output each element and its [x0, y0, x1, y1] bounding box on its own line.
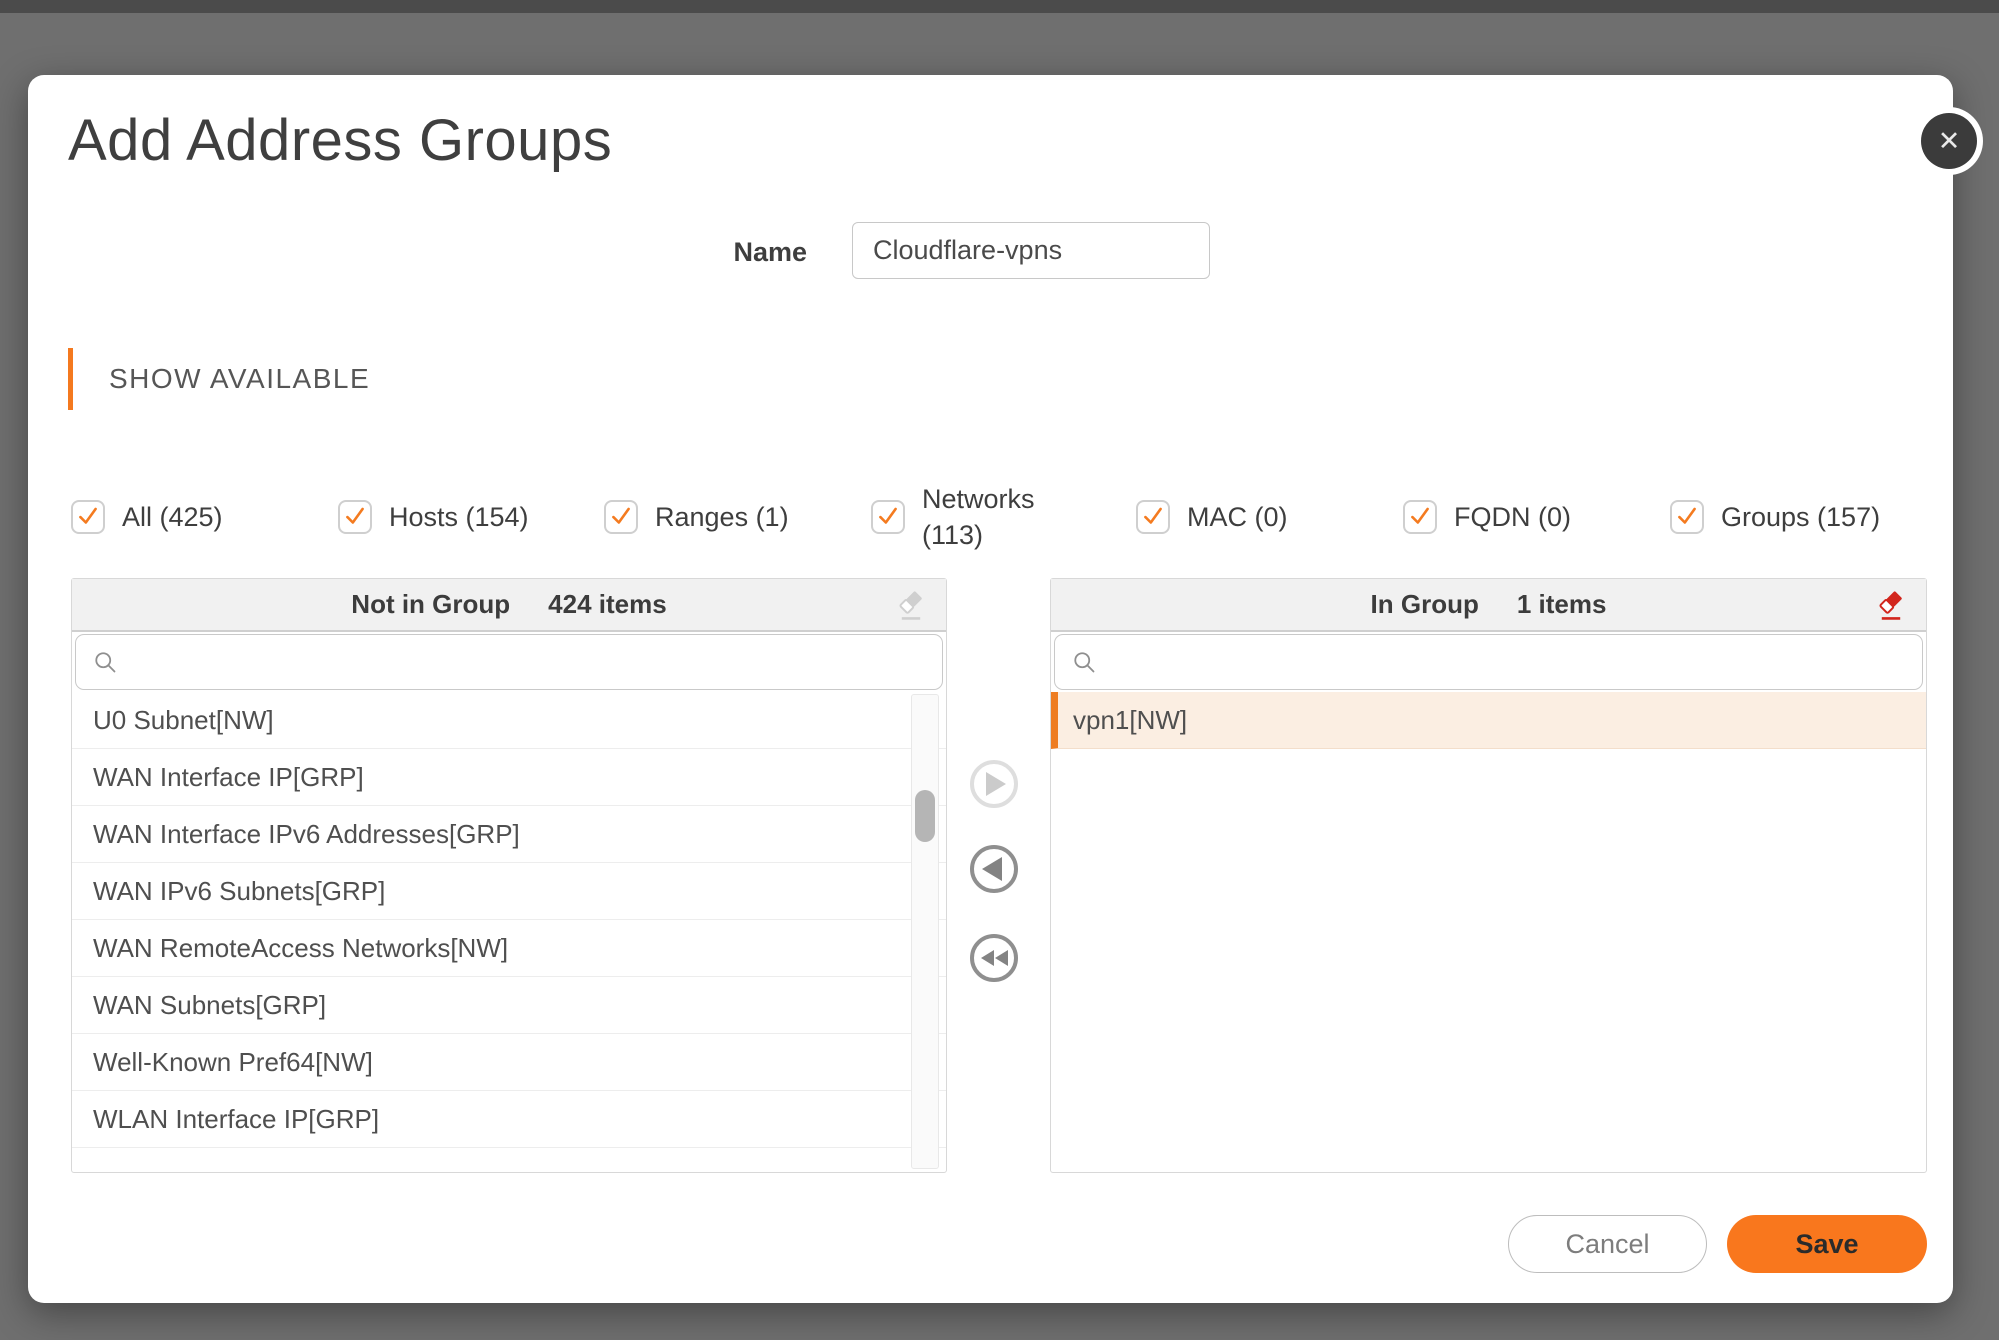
- list-item[interactable]: WAN IPv6 Subnets[GRP]: [72, 863, 946, 920]
- filter-mac[interactable]: MAC (0): [1136, 499, 1288, 535]
- panel-count: 424 items: [548, 589, 667, 619]
- checkbox-fqdn[interactable]: [1403, 500, 1437, 534]
- check-icon: [346, 507, 364, 524]
- section-label: SHOW AVAILABLE: [109, 363, 371, 394]
- filter-fqdn[interactable]: FQDN (0): [1403, 499, 1571, 535]
- check-icon: [1144, 507, 1162, 524]
- list-item[interactable]: U0 Subnet[NW]: [72, 692, 946, 749]
- in-group-panel: In Group 1 items: [1050, 578, 1927, 1173]
- check-icon: [612, 507, 630, 524]
- list-item[interactable]: WLAN Interface IP[GRP]: [72, 1091, 946, 1148]
- filter-ranges[interactable]: Ranges (1): [604, 499, 789, 535]
- name-input[interactable]: [852, 222, 1210, 279]
- top-strip: [0, 0, 1999, 13]
- close-button[interactable]: ✕: [1921, 113, 1977, 169]
- arrow-left-icon: [982, 857, 1002, 881]
- scrollbar[interactable]: [911, 694, 939, 1169]
- list-item[interactable]: Well-Known Pref64[NW]: [72, 1034, 946, 1091]
- checkbox-all[interactable]: [71, 500, 105, 534]
- checkbox-hosts[interactable]: [338, 500, 372, 534]
- filter-label: Ranges (1): [655, 502, 789, 532]
- checkbox-mac[interactable]: [1136, 500, 1170, 534]
- search-icon: [1074, 651, 1095, 672]
- search-icon: [95, 651, 116, 672]
- filter-all[interactable]: All (425): [71, 499, 223, 535]
- not-in-group-panel: Not in Group 424 items: [71, 578, 947, 1173]
- checkbox-groups[interactable]: [1670, 500, 1704, 534]
- check-icon: [79, 507, 97, 524]
- clear-group-icon[interactable]: [1874, 588, 1908, 622]
- checkbox-ranges[interactable]: [604, 500, 638, 534]
- filter-hosts[interactable]: Hosts (154): [338, 499, 529, 535]
- accent-bar: [68, 348, 73, 410]
- list-item[interactable]: WAN Subnets[GRP]: [72, 977, 946, 1034]
- panel-header: In Group 1 items: [1051, 579, 1926, 632]
- filter-label: FQDN (0): [1454, 502, 1571, 532]
- list-item[interactable]: WAN Interface IPv6 Addresses[GRP]: [72, 806, 946, 863]
- check-icon: [879, 507, 897, 524]
- check-icon: [1411, 507, 1429, 524]
- filter-groups[interactable]: Groups (157): [1670, 499, 1880, 535]
- name-label: Name: [733, 237, 807, 267]
- filter-label: Networks (113): [922, 484, 1035, 550]
- filter-label: Groups (157): [1721, 502, 1881, 532]
- filter-row: All (425) Hosts (154) Ranges (1) Network…: [28, 475, 1953, 559]
- close-icon: ✕: [1937, 125, 1961, 157]
- show-available-section: SHOW AVAILABLE: [68, 347, 370, 411]
- list-item-selected[interactable]: vpn1[NW]: [1051, 692, 1926, 749]
- filter-label: MAC (0): [1187, 502, 1288, 532]
- list-item[interactable]: WAN Interface IP[GRP]: [72, 749, 946, 806]
- move-left-button[interactable]: [970, 845, 1018, 893]
- search-box: [1054, 634, 1923, 690]
- move-right-button[interactable]: [970, 760, 1018, 808]
- double-arrow-left-icon: [995, 950, 1008, 966]
- search-input[interactable]: [129, 635, 926, 689]
- filter-label: Hosts (154): [389, 502, 529, 532]
- add-address-groups-dialog: Add Address Groups ✕ Name SHOW AVAILABLE…: [28, 75, 1977, 1303]
- in-group-list: vpn1[NW]: [1051, 692, 1926, 1173]
- filter-networks[interactable]: Networks (113): [871, 481, 1048, 553]
- dialog-title: Add Address Groups: [68, 108, 613, 173]
- double-arrow-left-icon: [981, 950, 994, 966]
- scrollbar-thumb[interactable]: [915, 790, 935, 842]
- panel-header: Not in Group 424 items: [72, 579, 946, 632]
- search-input[interactable]: [1108, 635, 1906, 689]
- not-in-group-list: U0 Subnet[NW] WAN Interface IP[GRP] WAN …: [72, 692, 946, 1173]
- list-item[interactable]: WAN RemoteAccess Networks[NW]: [72, 920, 946, 977]
- panel-title: Not in Group: [351, 589, 511, 619]
- filter-label: All (425): [122, 502, 223, 532]
- cancel-button[interactable]: Cancel: [1508, 1215, 1707, 1273]
- panel-title: In Group: [1370, 589, 1479, 619]
- clear-selection-icon[interactable]: [894, 588, 928, 622]
- move-all-left-button[interactable]: [970, 934, 1018, 982]
- arrow-right-icon: [986, 772, 1006, 796]
- panel-count: 1 items: [1516, 589, 1607, 619]
- checkbox-networks[interactable]: [871, 500, 905, 534]
- search-box: [75, 634, 943, 690]
- save-button[interactable]: Save: [1727, 1215, 1927, 1273]
- check-icon: [1678, 507, 1696, 524]
